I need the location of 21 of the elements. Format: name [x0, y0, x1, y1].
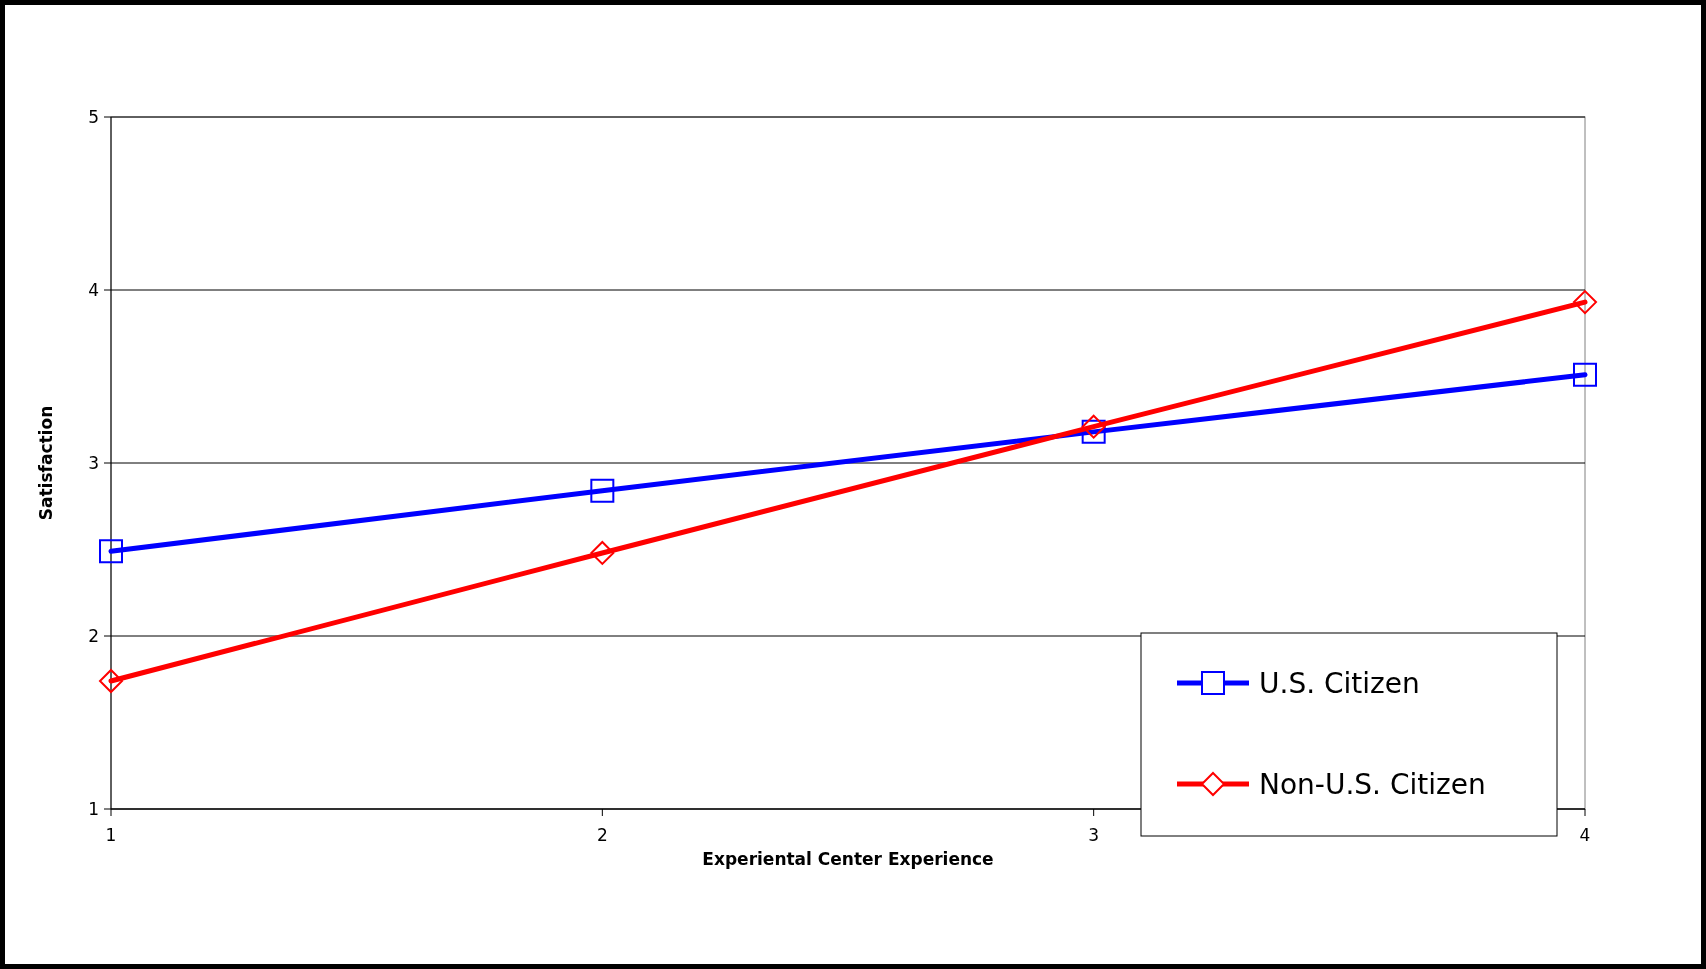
point [1573, 362, 1597, 387]
y-tick-label: 1 [88, 798, 99, 819]
y-tick-label: 5 [88, 106, 99, 127]
legend-label: U.S. Citizen [1259, 666, 1420, 700]
point [1081, 414, 1106, 439]
point [1081, 419, 1106, 444]
legend-label: Non-U.S. Citizen [1259, 767, 1486, 801]
y-tick-label: 2 [88, 625, 99, 646]
y-axis-title: Satisfaction [36, 405, 56, 521]
x-axis-title: Experiental Center Experience [702, 849, 994, 869]
y-tick-label: 4 [88, 279, 99, 300]
y-tick-label: 3 [88, 452, 99, 473]
point [1573, 290, 1597, 315]
point [590, 540, 615, 565]
x-tick-label: 3 [1088, 825, 1100, 845]
x-tick-label: 4 [1579, 825, 1591, 845]
point [99, 539, 123, 564]
point [590, 478, 615, 503]
point [99, 668, 123, 693]
x-tick-label: 1 [105, 825, 117, 845]
x-tick-label: 2 [596, 825, 608, 845]
